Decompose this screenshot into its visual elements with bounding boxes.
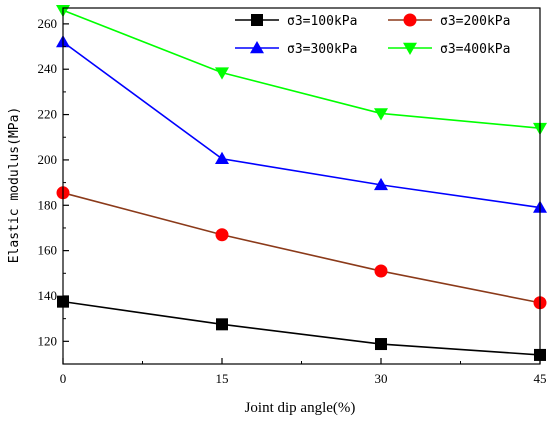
legend-marker-3 — [403, 42, 417, 55]
data-point-2-2 — [374, 177, 388, 191]
series-line-1 — [62, 192, 541, 304]
series-2 — [56, 35, 547, 213]
axes: 120 140 160 180 200 220 240 260 0 15 30 45 — [38, 7, 547, 386]
legend-item-0: σ3=100kPa — [235, 14, 357, 29]
series-line-0 — [62, 300, 541, 356]
series-1 — [56, 186, 547, 310]
y-tick-label-180: 180 — [38, 197, 58, 212]
legend-marker-2 — [250, 41, 264, 54]
series-line-3 — [62, 9, 541, 129]
legend-item-2: σ3=300kPa — [235, 41, 357, 57]
data-point-1-2 — [374, 264, 388, 278]
x-tick-label-45: 45 — [534, 371, 547, 386]
y-tick-label-260: 260 — [38, 16, 58, 31]
x-axis-title: Joint dip angle(%) — [245, 400, 356, 416]
y-tick-label-140: 140 — [38, 288, 58, 303]
legend-item-1: σ3=200kPa — [388, 13, 510, 29]
legend-marker-0 — [251, 14, 263, 26]
y-tick-label-200: 200 — [38, 152, 58, 167]
data-point-3-1 — [215, 67, 229, 80]
y-tick-label-120: 120 — [38, 333, 58, 348]
plot-area — [56, 5, 547, 361]
data-point-0-2 — [375, 338, 387, 351]
data-point-1-1 — [215, 228, 229, 242]
y-axis-title: Elastic modulus(MPa) — [7, 107, 22, 264]
data-point-0-1 — [216, 318, 228, 331]
data-point-2-1 — [215, 151, 229, 165]
y-tick-label-240: 240 — [38, 61, 58, 76]
series-line-2 — [62, 41, 541, 209]
series-0 — [57, 295, 546, 361]
y-tick-label-220: 220 — [38, 107, 58, 122]
x-tick-label-0: 0 — [60, 371, 67, 386]
legend-label-1: σ3=200kPa — [440, 14, 510, 29]
plot-frame — [62, 7, 541, 365]
legend-marker-1 — [403, 13, 417, 27]
legend-label-0: σ3=100kPa — [287, 14, 357, 29]
legend-item-3: σ3=400kPa — [388, 42, 510, 57]
x-tick-label-30: 30 — [375, 371, 388, 386]
data-point-3-2 — [374, 108, 388, 121]
x-tick-label-15: 15 — [216, 371, 229, 386]
legend-label-3: σ3=400kPa — [440, 42, 510, 57]
legend: σ3=100kPa σ3=200kPa σ3=300kPa σ3=400kPa — [235, 13, 510, 57]
legend-label-2: σ3=300kPa — [287, 42, 357, 57]
y-tick-label-160: 160 — [38, 243, 58, 258]
